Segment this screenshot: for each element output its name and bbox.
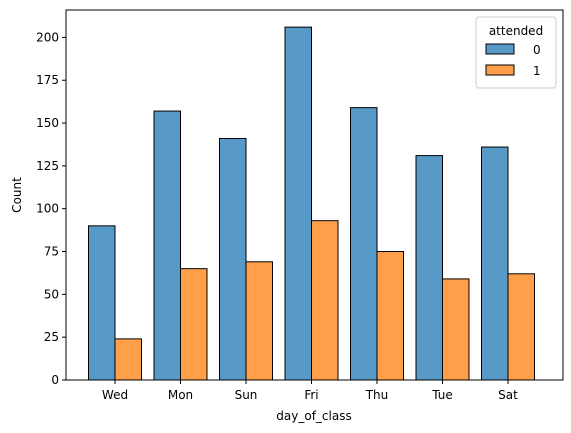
- y-tick-label: 175: [36, 73, 59, 87]
- legend-label-0: 0: [533, 43, 541, 57]
- bar-wed-attended-0: [88, 225, 116, 381]
- bar-wed-attended-1: [114, 338, 142, 381]
- bar-sat-attended-0: [481, 146, 509, 381]
- bar-sun-attended-0: [219, 137, 247, 381]
- legend-title: attended: [489, 24, 543, 38]
- legend-label-1: 1: [533, 64, 541, 78]
- x-tick-label: Thu: [365, 388, 389, 402]
- bar-tue-attended-0: [415, 155, 443, 381]
- y-tick-label: 75: [44, 245, 59, 259]
- legend: attended 0 1: [475, 16, 557, 89]
- legend-swatch-0: [485, 43, 515, 55]
- bar-tue-attended-1: [442, 278, 470, 381]
- bar-mon-attended-1: [180, 268, 208, 381]
- y-ticks: 0 25 50 75 100 125 150 175 200: [36, 30, 66, 387]
- bar-fri-attended-0: [284, 26, 312, 381]
- y-axis-label: Count: [10, 177, 24, 213]
- y-tick-label: 0: [51, 373, 59, 387]
- y-tick-label: 200: [36, 30, 59, 44]
- bar-thu-attended-0: [350, 107, 378, 381]
- x-tick-label: Wed: [102, 388, 128, 402]
- y-tick-label: 150: [36, 116, 59, 130]
- y-tick-label: 50: [44, 287, 59, 301]
- bar-sat-attended-1: [507, 273, 535, 381]
- bar-sun-attended-1: [245, 261, 273, 381]
- x-tick-label: Sun: [235, 388, 258, 402]
- y-tick-label: 125: [36, 159, 59, 173]
- bars-layer: [88, 26, 535, 381]
- y-tick-label: 25: [44, 330, 59, 344]
- bar-fri-attended-1: [311, 220, 339, 381]
- x-tick-label: Fri: [304, 388, 318, 402]
- x-tick-label: Tue: [431, 388, 453, 402]
- y-tick-label: 100: [36, 202, 59, 216]
- x-tick-label: Sat: [498, 388, 518, 402]
- legend-swatch-1: [485, 64, 515, 76]
- plot-frame: [65, 9, 564, 381]
- bar-thu-attended-1: [376, 251, 404, 381]
- x-ticks: Wed Mon Sun Fri Thu Tue Sat: [102, 380, 518, 402]
- x-tick-label: Mon: [168, 388, 193, 402]
- x-axis-label: day_of_class: [276, 409, 351, 423]
- bar-mon-attended-0: [153, 110, 181, 381]
